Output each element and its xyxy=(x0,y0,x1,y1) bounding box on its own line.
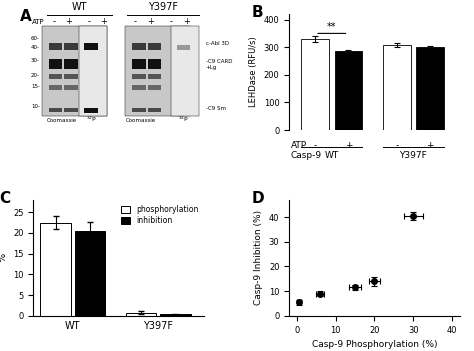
Text: WT: WT xyxy=(325,151,339,160)
FancyBboxPatch shape xyxy=(132,43,146,50)
FancyBboxPatch shape xyxy=(132,74,146,79)
FancyBboxPatch shape xyxy=(84,107,98,113)
FancyBboxPatch shape xyxy=(48,59,62,68)
Text: ATP: ATP xyxy=(31,19,44,25)
FancyBboxPatch shape xyxy=(48,74,62,79)
FancyBboxPatch shape xyxy=(132,59,146,68)
Text: 60-: 60- xyxy=(31,36,40,41)
Text: D: D xyxy=(252,191,264,206)
Text: +: + xyxy=(345,141,352,150)
FancyBboxPatch shape xyxy=(147,85,161,90)
Text: 30-: 30- xyxy=(31,58,40,63)
Legend: phosphorylation, inhibition: phosphorylation, inhibition xyxy=(119,204,200,227)
FancyBboxPatch shape xyxy=(64,59,78,68)
Text: -: - xyxy=(313,141,317,150)
Text: Y397F: Y397F xyxy=(148,2,178,12)
Text: +: + xyxy=(426,141,434,150)
Text: Coomassie: Coomassie xyxy=(46,118,76,123)
FancyBboxPatch shape xyxy=(48,107,62,112)
Y-axis label: Casp-9 Inhibition (%): Casp-9 Inhibition (%) xyxy=(254,210,263,305)
Text: -: - xyxy=(52,17,55,26)
Text: 20-: 20- xyxy=(31,73,40,78)
Text: $^{32}$P: $^{32}$P xyxy=(178,115,189,124)
Text: -: - xyxy=(88,17,91,26)
Text: +: + xyxy=(100,17,107,26)
FancyBboxPatch shape xyxy=(147,74,161,79)
Text: -C9 Sm: -C9 Sm xyxy=(206,106,226,111)
FancyBboxPatch shape xyxy=(64,85,78,90)
Bar xyxy=(301,39,329,130)
Bar xyxy=(416,47,444,130)
Text: -C9 CARD
+Lg: -C9 CARD +Lg xyxy=(206,59,232,70)
FancyBboxPatch shape xyxy=(48,43,62,50)
FancyBboxPatch shape xyxy=(147,43,161,50)
Bar xyxy=(75,231,105,316)
Text: ATP: ATP xyxy=(291,141,307,150)
FancyBboxPatch shape xyxy=(84,43,98,50)
Bar xyxy=(40,223,71,316)
FancyBboxPatch shape xyxy=(147,59,161,68)
Text: $^{32}$P: $^{32}$P xyxy=(86,115,98,124)
FancyBboxPatch shape xyxy=(64,74,78,79)
Text: A: A xyxy=(19,9,31,25)
FancyBboxPatch shape xyxy=(79,26,107,116)
Bar xyxy=(383,45,410,130)
Text: 10-: 10- xyxy=(31,104,40,110)
FancyBboxPatch shape xyxy=(176,45,190,50)
Text: B: B xyxy=(252,5,263,20)
FancyBboxPatch shape xyxy=(42,26,107,116)
FancyBboxPatch shape xyxy=(64,107,78,112)
Text: C: C xyxy=(0,191,10,206)
FancyBboxPatch shape xyxy=(132,85,146,90)
FancyBboxPatch shape xyxy=(172,26,199,116)
Text: +: + xyxy=(147,17,155,26)
Text: 40-: 40- xyxy=(31,45,40,50)
FancyBboxPatch shape xyxy=(125,26,190,116)
Text: WT: WT xyxy=(72,2,87,12)
Text: 15-: 15- xyxy=(31,84,40,88)
Text: +: + xyxy=(183,17,190,26)
Bar xyxy=(126,313,156,316)
X-axis label: Casp-9 Phosphorylation (%): Casp-9 Phosphorylation (%) xyxy=(312,340,437,349)
Text: Y397F: Y397F xyxy=(400,151,427,160)
Text: **: ** xyxy=(327,22,337,32)
FancyBboxPatch shape xyxy=(147,107,161,112)
Text: -: - xyxy=(134,17,137,26)
Text: Casp-9: Casp-9 xyxy=(291,151,322,160)
Bar xyxy=(160,314,191,316)
FancyBboxPatch shape xyxy=(48,85,62,90)
Text: -: - xyxy=(170,17,173,26)
Text: +: + xyxy=(65,17,73,26)
Text: c-Abl 3D: c-Abl 3D xyxy=(206,41,228,46)
Text: -: - xyxy=(395,141,398,150)
FancyBboxPatch shape xyxy=(132,107,146,112)
Bar xyxy=(335,51,363,130)
Text: Coomassie: Coomassie xyxy=(126,118,156,123)
Y-axis label: %: % xyxy=(0,253,8,263)
Y-axis label: LEHDase (RFU/s): LEHDase (RFU/s) xyxy=(249,37,258,107)
FancyBboxPatch shape xyxy=(64,43,78,50)
